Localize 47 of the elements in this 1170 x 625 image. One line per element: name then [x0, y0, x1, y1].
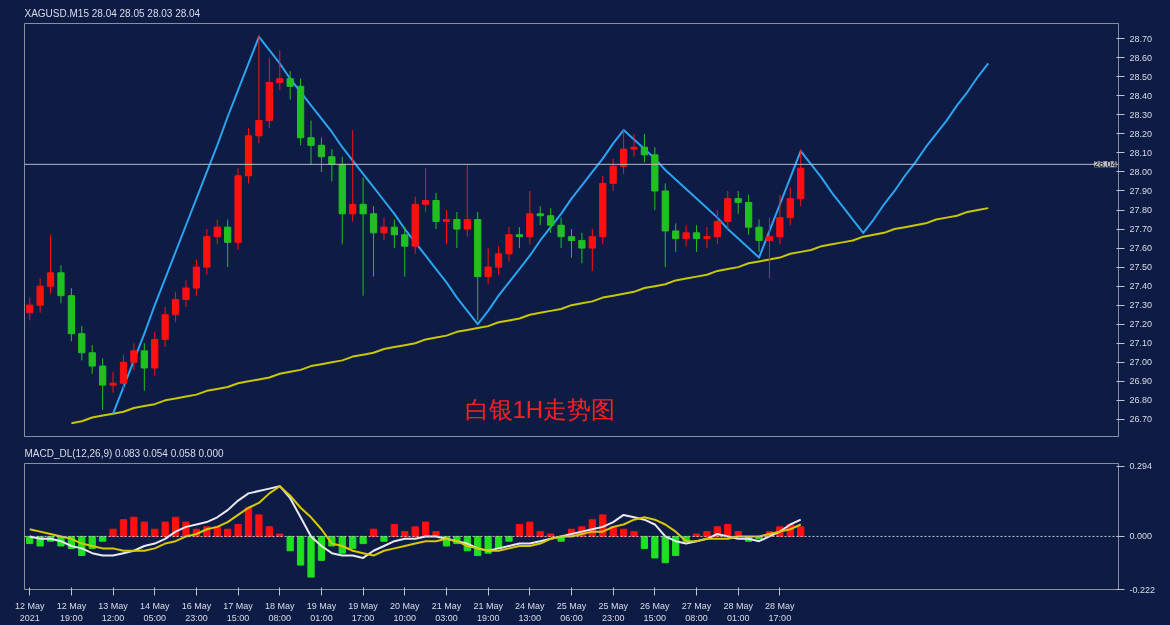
x-tick-label: 28 May 17:00 — [765, 600, 796, 623]
y-tick-label: 0.000 — [1129, 531, 1153, 542]
y-tick-label: 28.20 — [1129, 128, 1153, 139]
x-tick-label: 24 May 13:00 — [515, 600, 546, 623]
y-tick-label: 28.60 — [1129, 52, 1153, 63]
y-tick-label: 28.00 — [1129, 166, 1153, 177]
x-tick-label: 25 May 06:00 — [556, 600, 587, 623]
ref-line-label: 28.04 — [1093, 159, 1117, 170]
x-tick-label: 16 May 23:00 — [181, 600, 212, 623]
x-tick-label: 21 May 03:00 — [431, 600, 462, 623]
y-tick-label: 28.10 — [1129, 147, 1153, 158]
x-tick-label: 19 May 17:00 — [348, 600, 379, 623]
chart-title: XAGUSD.M15 28.04 28.05 28.03 28.04 — [24, 7, 201, 19]
y-tick-label: 27.20 — [1129, 319, 1153, 330]
y-tick-label: 0.294 — [1129, 461, 1153, 472]
y-tick-label: 27.50 — [1129, 262, 1153, 273]
x-tick-label: 21 May 19:00 — [473, 600, 504, 623]
y-tick-label: 26.80 — [1129, 395, 1153, 406]
y-tick-label: 28.70 — [1129, 33, 1153, 44]
x-tick-label: 27 May 08:00 — [681, 600, 712, 623]
y-tick-label: 27.30 — [1129, 300, 1153, 311]
x-tick-label: 14 May 05:00 — [139, 600, 170, 623]
y-tick-label: 26.90 — [1129, 376, 1153, 387]
x-tick-label: 25 May 23:00 — [598, 600, 629, 623]
y-tick-label: 27.90 — [1129, 185, 1153, 196]
y-tick-label: 27.60 — [1129, 243, 1153, 254]
y-tick-label: 28.30 — [1129, 109, 1153, 120]
y-tick-label: 27.10 — [1129, 338, 1153, 349]
x-tick-label: 13 May 12:00 — [98, 600, 129, 623]
y-tick-label: 26.70 — [1129, 414, 1153, 425]
y-tick-label: 27.80 — [1129, 205, 1153, 216]
chart-title: MACD_DL(12,26,9) 0.083 0.054 0.058 0.000 — [24, 447, 224, 459]
y-tick-label: 28.50 — [1129, 71, 1153, 82]
x-tick-label: 20 May 10:00 — [390, 600, 421, 623]
x-tick-label: 19 May 01:00 — [306, 600, 337, 623]
y-tick-label: 27.00 — [1129, 357, 1153, 368]
x-tick-label: 28 May 01:00 — [723, 600, 754, 623]
y-tick-label: 28.40 — [1129, 90, 1153, 101]
x-tick-label: 12 May 19:00 — [56, 600, 87, 623]
y-tick-label: 27.70 — [1129, 224, 1153, 235]
x-tick-label: 18 May 08:00 — [265, 600, 296, 623]
x-tick-label: 17 May 15:00 — [223, 600, 254, 623]
x-tick-label: 12 May 2021 — [14, 600, 45, 623]
y-tick-label: -0.222 — [1129, 584, 1156, 595]
y-tick-label: 27.40 — [1129, 281, 1153, 292]
annotation: 白银1H走势图 — [464, 395, 616, 423]
x-tick-label: 26 May 15:00 — [640, 600, 671, 623]
